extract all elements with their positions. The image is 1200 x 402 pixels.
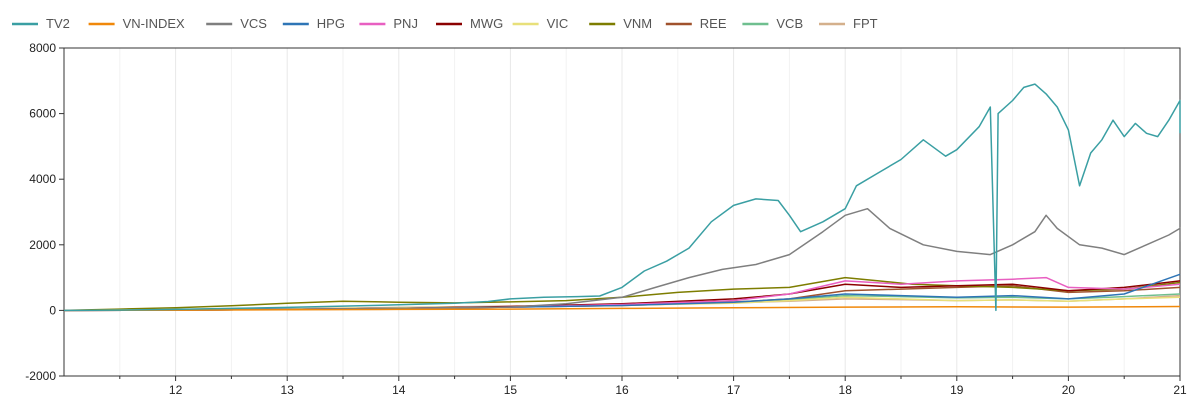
legend-label: REE bbox=[700, 16, 727, 31]
legend-label: HPG bbox=[317, 16, 345, 31]
y-tick-label: 2000 bbox=[29, 238, 56, 252]
legend-item-vn-index[interactable]: VN-INDEX bbox=[88, 16, 185, 31]
legend-label: MWG bbox=[470, 16, 503, 31]
legend-item-vcs[interactable]: VCS bbox=[206, 16, 267, 31]
legend-item-mwg[interactable]: MWG bbox=[436, 16, 503, 31]
legend-item-vic[interactable]: VIC bbox=[512, 16, 569, 31]
series-group bbox=[63, 83, 1181, 312]
x-tick-label: 19 bbox=[950, 383, 964, 397]
legend-label: VCB bbox=[776, 16, 803, 31]
y-tick-label: 4000 bbox=[29, 172, 56, 186]
legend: TV2 VN-INDEX VCS HPG PNJ MWG VIC VNM REE VCB FPT bbox=[12, 16, 878, 31]
legend-label: VNM bbox=[623, 16, 652, 31]
series-line-vnm bbox=[63, 276, 1181, 312]
y-tick-label: 8000 bbox=[29, 41, 56, 55]
legend-item-vcb[interactable]: VCB bbox=[742, 16, 803, 31]
legend-item-fpt[interactable]: FPT bbox=[819, 16, 878, 31]
series-line-tv2 bbox=[63, 83, 1181, 312]
legend-label: FPT bbox=[853, 16, 878, 31]
series-line-vn-index bbox=[63, 305, 1181, 312]
legend-label: VN-INDEX bbox=[123, 16, 185, 31]
y-tick-label: -2000 bbox=[25, 369, 56, 383]
grid bbox=[119, 48, 1181, 376]
y-axis-ticks: -2000 0 2000 4000 6000 8000 bbox=[25, 41, 64, 383]
legend-label: PNJ bbox=[393, 16, 418, 31]
x-tick-label: 15 bbox=[504, 383, 518, 397]
x-tick-label: 20 bbox=[1062, 383, 1076, 397]
x-tick-label: 18 bbox=[839, 383, 853, 397]
legend-item-pnj[interactable]: PNJ bbox=[359, 16, 418, 31]
legend-label: VCS bbox=[240, 16, 267, 31]
x-tick-label: 12 bbox=[169, 383, 183, 397]
x-tick-label: 16 bbox=[615, 383, 629, 397]
y-tick-label: 0 bbox=[49, 303, 56, 317]
y-tick-label: 6000 bbox=[29, 107, 56, 121]
legend-label: VIC bbox=[547, 16, 569, 31]
legend-item-hpg[interactable]: HPG bbox=[282, 16, 345, 31]
x-tick-label: 21 bbox=[1173, 383, 1187, 397]
x-tick-label: 17 bbox=[727, 383, 741, 397]
legend-item-ree[interactable]: REE bbox=[665, 16, 727, 31]
legend-item-vnm[interactable]: VNM bbox=[589, 16, 652, 31]
x-tick-label: 13 bbox=[281, 383, 295, 397]
legend-label: TV2 bbox=[46, 16, 70, 31]
series-line-vcs bbox=[63, 207, 1181, 312]
legend-item-tv2[interactable]: TV2 bbox=[12, 16, 70, 31]
x-axis-ticks: 12 13 14 15 16 17 18 19 20 21 bbox=[119, 376, 1187, 397]
x-tick-label: 14 bbox=[392, 383, 406, 397]
